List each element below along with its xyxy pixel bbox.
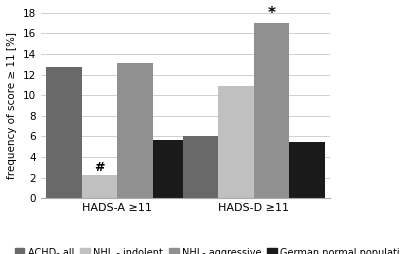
Legend: ACHD- all, NHL - indolent, NHL- aggressive, German normal population: ACHD- all, NHL - indolent, NHL- aggressi… — [11, 244, 400, 254]
Bar — [46, 67, 82, 198]
Text: *: * — [267, 6, 275, 22]
Bar — [152, 140, 188, 198]
Bar — [218, 86, 254, 198]
Bar — [117, 63, 152, 198]
Text: #: # — [94, 161, 104, 174]
Bar — [183, 136, 218, 198]
Bar — [82, 176, 117, 198]
Bar — [254, 23, 289, 198]
Bar — [289, 142, 325, 198]
Y-axis label: frequency of score ≥ 11 [%]: frequency of score ≥ 11 [%] — [7, 32, 17, 179]
